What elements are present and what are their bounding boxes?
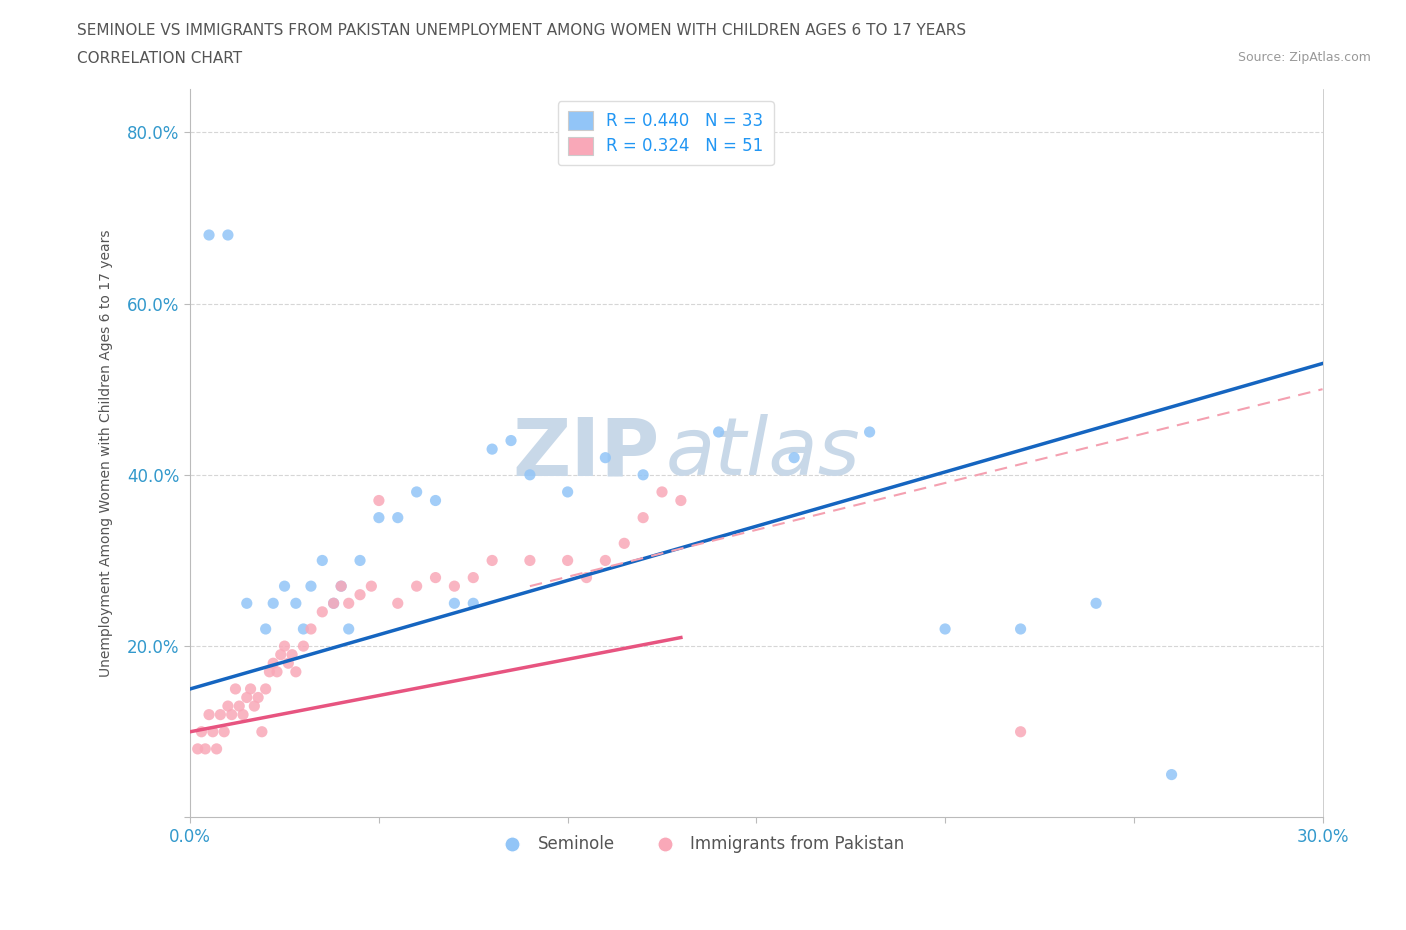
Point [262, 596, 284, 611]
Point [201, 724, 224, 739]
Point [367, 493, 389, 508]
Point [284, 596, 307, 611]
Point [299, 621, 322, 636]
Point [631, 511, 654, 525]
Point [262, 656, 284, 671]
Point [239, 682, 262, 697]
Point [405, 578, 427, 593]
Point [266, 664, 288, 679]
Point [858, 425, 880, 440]
Legend: Seminole, Immigrants from Pakistan: Seminole, Immigrants from Pakistan [489, 829, 911, 860]
Point [1160, 767, 1182, 782]
Point [277, 656, 299, 671]
Point [273, 639, 295, 654]
Point [463, 570, 485, 585]
Point [228, 698, 250, 713]
Point [1010, 724, 1032, 739]
Point [190, 724, 212, 739]
Point [481, 553, 503, 568]
Point [322, 596, 344, 611]
Point [405, 485, 427, 499]
Point [224, 682, 246, 697]
Point [322, 596, 344, 611]
Point [311, 553, 333, 568]
Point [557, 553, 579, 568]
Point [270, 647, 292, 662]
Point [595, 450, 617, 465]
Point [463, 596, 485, 611]
Point [198, 707, 221, 722]
Point [232, 707, 254, 722]
Point [259, 664, 281, 679]
Point [934, 621, 956, 636]
Point [311, 604, 333, 619]
Point [243, 698, 266, 713]
Point [707, 425, 730, 440]
Point [254, 621, 277, 636]
Point [387, 511, 409, 525]
Point [247, 690, 270, 705]
Point [330, 578, 353, 593]
Point [425, 493, 447, 508]
Point [425, 570, 447, 585]
Point [221, 707, 243, 722]
Text: CORRELATION CHART: CORRELATION CHART [77, 51, 242, 66]
Point [187, 741, 209, 756]
Point [337, 596, 360, 611]
Point [209, 707, 232, 722]
Point [669, 493, 692, 508]
Point [481, 442, 503, 457]
Point [631, 468, 654, 483]
Point [198, 228, 221, 243]
Point [292, 621, 315, 636]
Point [519, 468, 541, 483]
Point [212, 724, 235, 739]
Point [337, 621, 360, 636]
Point [217, 228, 239, 243]
Point [1085, 596, 1108, 611]
Point [360, 578, 382, 593]
Point [519, 553, 541, 568]
Point [284, 664, 307, 679]
Point [443, 578, 465, 593]
Text: SEMINOLE VS IMMIGRANTS FROM PAKISTAN UNEMPLOYMENT AMONG WOMEN WITH CHILDREN AGES: SEMINOLE VS IMMIGRANTS FROM PAKISTAN UNE… [77, 23, 966, 38]
Point [1010, 621, 1032, 636]
Point [330, 578, 353, 593]
Point [236, 690, 259, 705]
Point [443, 596, 465, 611]
Point [236, 596, 259, 611]
Point [281, 647, 304, 662]
Point [205, 741, 228, 756]
Point [575, 570, 598, 585]
Point [557, 485, 579, 499]
Text: atlas: atlas [666, 415, 860, 492]
Point [387, 596, 409, 611]
Point [217, 698, 239, 713]
Point [783, 450, 806, 465]
Point [651, 485, 673, 499]
Point [613, 536, 636, 551]
Point [595, 553, 617, 568]
Point [250, 724, 273, 739]
Point [254, 682, 277, 697]
Y-axis label: Unemployment Among Women with Children Ages 6 to 17 years: Unemployment Among Women with Children A… [100, 230, 114, 677]
Point [349, 587, 371, 602]
Point [273, 578, 295, 593]
Point [194, 741, 217, 756]
Point [299, 578, 322, 593]
Text: Source: ZipAtlas.com: Source: ZipAtlas.com [1237, 51, 1371, 64]
Point [349, 553, 371, 568]
Text: ZIP: ZIP [513, 415, 659, 492]
Point [292, 639, 315, 654]
Point [499, 433, 522, 448]
Point [367, 511, 389, 525]
